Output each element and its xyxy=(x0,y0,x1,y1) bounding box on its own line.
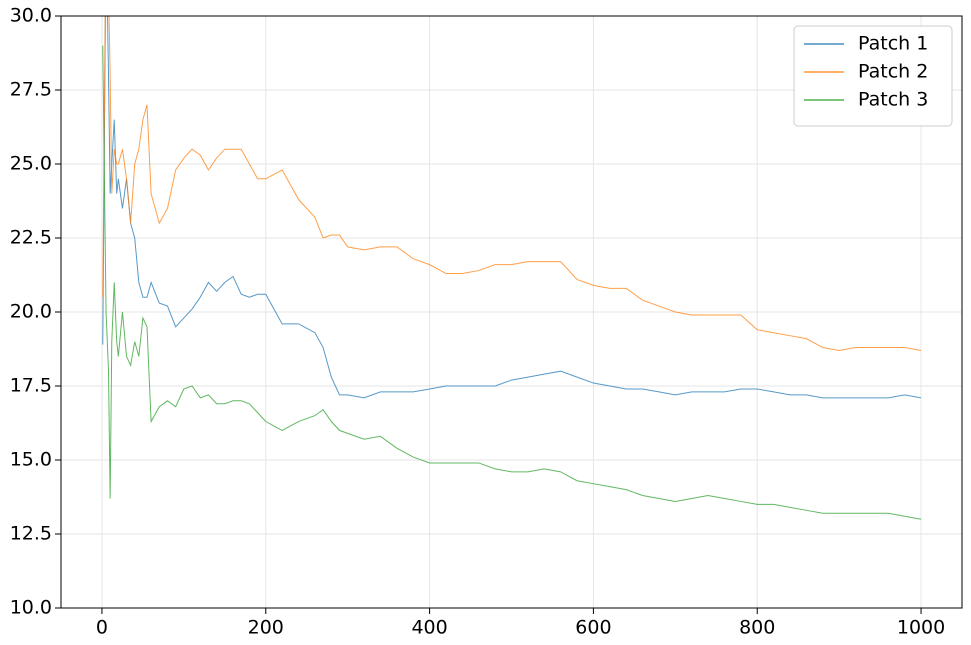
x-tick-label: 800 xyxy=(739,617,775,639)
x-tick-label: 0 xyxy=(96,617,108,639)
y-tick-label: 12.5 xyxy=(10,523,52,545)
y-tick-label: 30.0 xyxy=(10,5,52,27)
series-line xyxy=(102,16,922,351)
y-tick-label: 17.5 xyxy=(10,375,52,397)
series-line xyxy=(102,16,922,399)
x-tick-label: 1000 xyxy=(897,617,945,639)
x-tick-label: 600 xyxy=(575,617,611,639)
ticks: 0 200 400 600 800 1000 10.0 12.5 15.0 17.5 20.0 22.… xyxy=(10,5,946,639)
y-tick-label: 20.0 xyxy=(10,301,52,323)
y-tick-label: 25.0 xyxy=(10,153,52,175)
legend-label: Patch 2 xyxy=(858,61,928,83)
legend-box xyxy=(793,25,953,127)
legend-label: Patch 1 xyxy=(858,33,928,55)
plot-area xyxy=(102,16,922,520)
series-line xyxy=(102,45,922,520)
x-tick-label: 400 xyxy=(411,617,447,639)
legend: Patch 1 Patch 2 Patch 3 xyxy=(793,25,953,127)
y-tick-label: 22.5 xyxy=(10,227,52,249)
x-tick-label: 200 xyxy=(248,617,284,639)
legend-label: Patch 3 xyxy=(858,89,928,111)
y-tick-label: 10.0 xyxy=(10,597,52,619)
y-tick-label: 27.5 xyxy=(10,79,52,101)
y-tick-label: 15.0 xyxy=(10,449,52,471)
